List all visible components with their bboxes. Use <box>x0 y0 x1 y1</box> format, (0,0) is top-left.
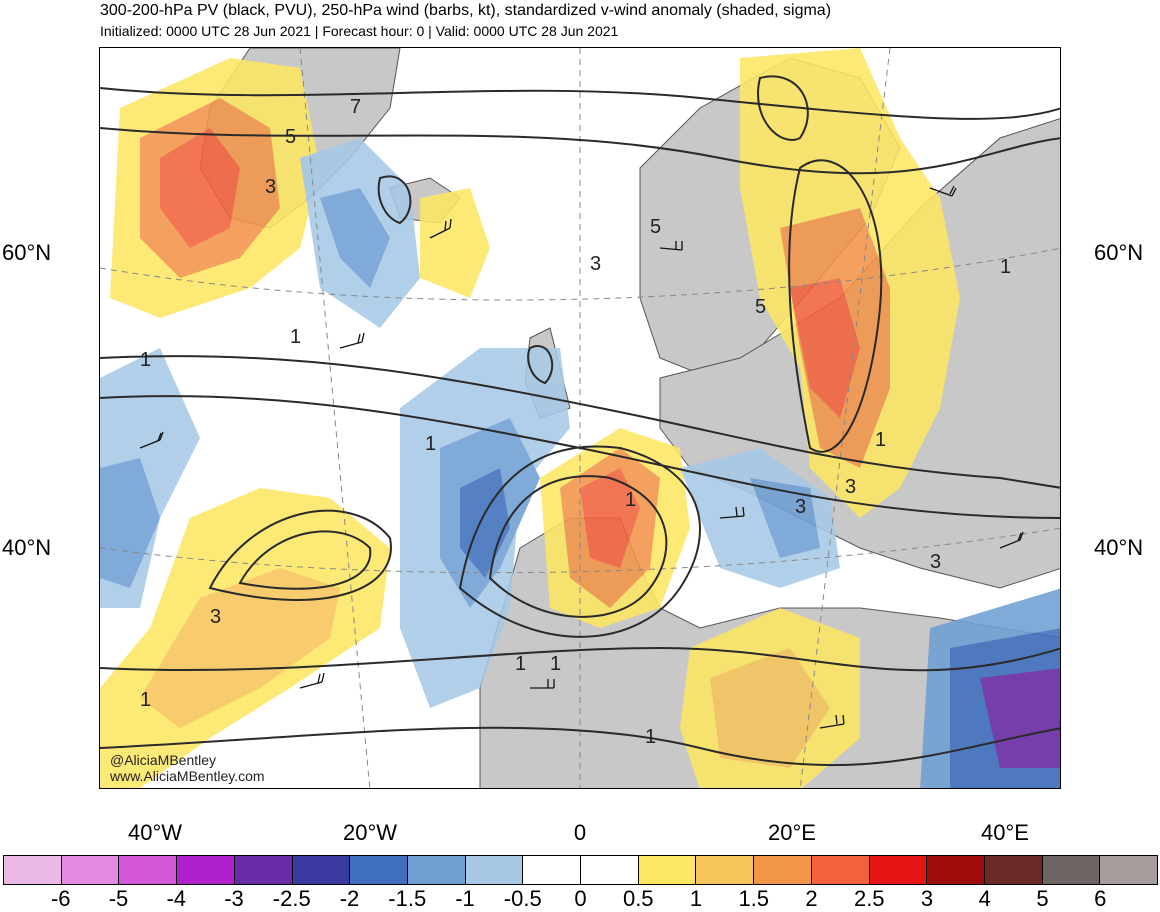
colorbar-swatch <box>581 856 639 884</box>
contour-label: 1 <box>515 653 526 675</box>
colorbar-swatch <box>1042 856 1101 884</box>
colorbar-swatch <box>407 856 466 884</box>
contour-label: 1 <box>875 429 886 451</box>
colorbar-swatch <box>177 856 235 884</box>
colorbar-swatch <box>523 856 582 884</box>
colorbar-swatch <box>638 856 697 884</box>
colorbar-swatch <box>696 856 755 884</box>
map-title: 300-200-hPa PV (black, PVU), 250-hPa win… <box>100 2 832 19</box>
colorbar-swatch <box>984 856 1043 884</box>
colorbar-tick-label: 1.5 <box>738 886 770 911</box>
contour-label: 1 <box>140 349 151 371</box>
colorbar-tick-label: -6 <box>50 886 71 911</box>
map-subtitle: Initialized: 0000 UTC 28 Jun 2021 | Fore… <box>100 23 619 39</box>
lon-label-0: 0 <box>573 820 587 845</box>
colorbar-tick-label: 5 <box>1036 886 1049 911</box>
pv-contours <box>100 75 1060 767</box>
lon-label-20w: 20°W <box>342 820 398 845</box>
colorbar-swatch <box>465 856 524 884</box>
colorbar-tick-label: -2 <box>339 886 360 911</box>
colorbar-swatch <box>119 856 178 884</box>
lat-label-left-60n: 60°N <box>2 240 52 265</box>
contour-label: 1 <box>550 653 561 675</box>
colorbar-swatch <box>927 856 985 884</box>
colorbar-tick-label: 0.5 <box>622 886 654 911</box>
contour-label: 1 <box>1000 256 1011 278</box>
credit-website: www.AliciaMBentley.com <box>110 768 265 784</box>
colorbar-swatch <box>61 856 120 884</box>
anomaly-shading <box>100 48 1060 788</box>
contour-label: 1 <box>425 433 436 455</box>
colorbar-tick-label: 4 <box>978 886 991 911</box>
contour-label-group: 7 5 3 1 5 3 1 1 3 1 3 3 1 1 3 1 1 5 1 1 <box>140 96 1011 748</box>
contour-label: 1 <box>140 689 151 711</box>
contour-label: 7 <box>350 96 361 118</box>
colorbar-tick-label: -2.5 <box>272 886 311 911</box>
colorbar-tick-label: 2 <box>805 886 818 911</box>
lon-label-40e: 40°E <box>981 820 1029 845</box>
contour-label: 3 <box>210 606 221 628</box>
colorbar-tick-label: -4 <box>166 886 187 911</box>
contour-label: 1 <box>290 326 301 348</box>
weather-map-svg: 7 5 3 1 5 3 1 1 3 1 3 3 1 1 3 1 1 5 1 1 <box>100 48 1060 788</box>
colorbar-tick-label: -1 <box>455 886 475 911</box>
lat-label-right-40n: 40°N <box>1094 535 1144 560</box>
colorbar-swatch <box>1100 856 1158 884</box>
contour-label: 1 <box>645 726 656 748</box>
colorbar-swatch <box>869 856 928 884</box>
colorbar-tick-label: -5 <box>108 886 129 911</box>
contour-label: 5 <box>755 296 766 318</box>
colorbar <box>3 855 1158 885</box>
contour-label: 3 <box>590 253 601 275</box>
wind-barbs <box>139 185 1024 729</box>
colorbar-swatch <box>754 856 812 884</box>
map-panel: 7 5 3 1 5 3 1 1 3 1 3 3 1 1 3 1 1 5 1 1 <box>99 47 1061 789</box>
contour-label: 3 <box>930 551 941 573</box>
lon-label-40w: 40°W <box>127 820 183 845</box>
contour-label: 5 <box>650 216 661 238</box>
colorbar-tick-label: 0 <box>574 886 587 911</box>
colorbar-tick-label: 3 <box>920 886 934 911</box>
colorbar-tick-label: -1.5 <box>388 886 427 911</box>
colorbar-tick-label: 6 <box>1094 886 1107 911</box>
colorbar-tick-label: 2.5 <box>853 886 885 911</box>
contour-label: 5 <box>285 126 296 148</box>
graticule <box>100 48 1060 788</box>
colorbar-swatch <box>234 856 293 884</box>
colorbar-swatch <box>4 856 62 884</box>
contour-label: 3 <box>265 176 276 198</box>
contour-label: 3 <box>845 476 856 498</box>
colorbar-swatch <box>350 856 408 884</box>
contour-label: 3 <box>795 496 806 518</box>
colorbar-swatch <box>811 856 870 884</box>
credit-twitter: @AliciaMBentley <box>110 752 217 768</box>
lat-label-left-40n: 40°N <box>2 535 52 560</box>
lat-label-right-60n: 60°N <box>1094 240 1144 265</box>
anomaly-iceland-positive <box>420 188 490 298</box>
colorbar-tick-label: -3 <box>224 886 244 911</box>
colorbar-swatch <box>292 856 351 884</box>
lon-label-20e: 20°E <box>768 820 816 845</box>
colorbar-tick-label: 1 <box>689 886 703 911</box>
contour-label: 1 <box>625 489 636 511</box>
colorbar-tick-label: -0.5 <box>503 886 542 911</box>
